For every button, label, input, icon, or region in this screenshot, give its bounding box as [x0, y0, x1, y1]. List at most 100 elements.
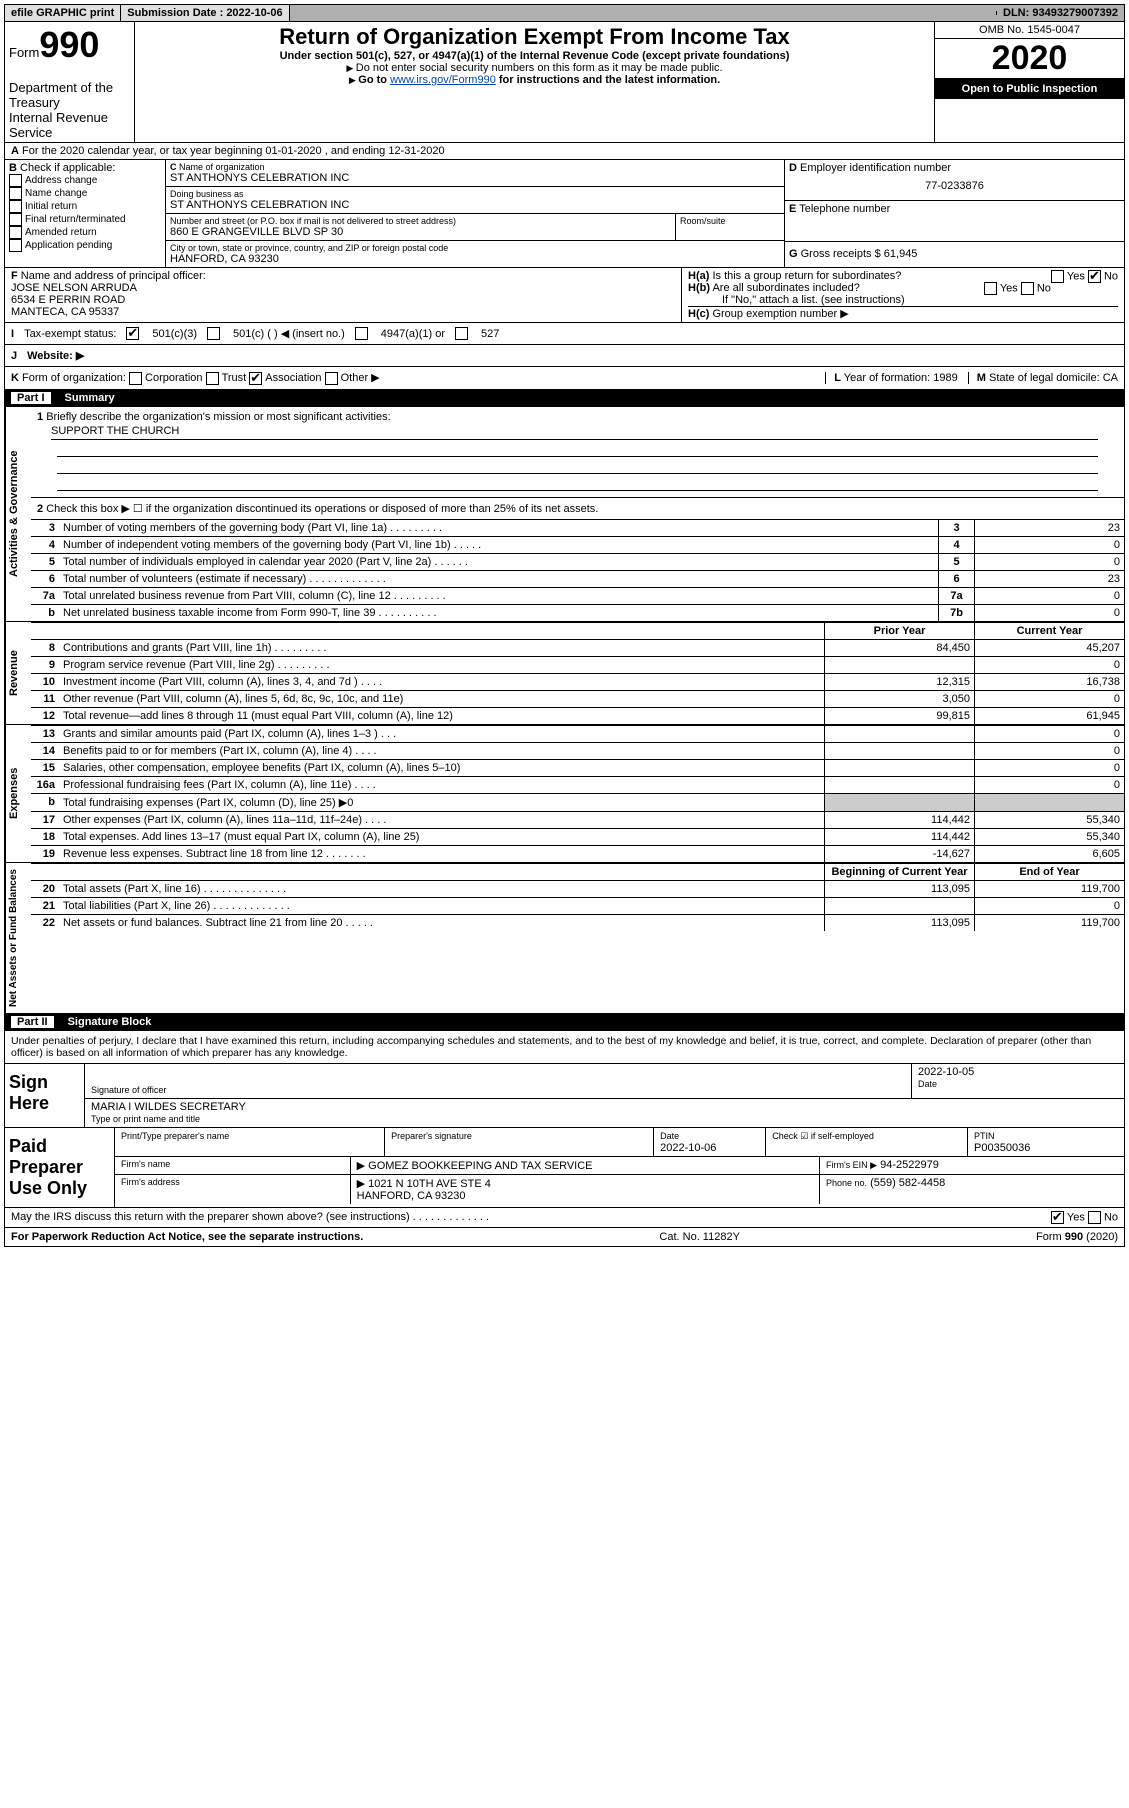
topbar: efile GRAPHIC print Submission Date : 20…	[4, 4, 1125, 22]
part2-num: Part II	[11, 1016, 54, 1028]
prep-selfemp-label: Check ☑ if self-employed	[772, 1131, 874, 1141]
line-num: 5	[31, 554, 59, 570]
discuss-q: May the IRS discuss this return with the…	[11, 1211, 1051, 1224]
line-num: 17	[31, 812, 59, 828]
mission-line3	[57, 459, 1098, 474]
chk-address-change[interactable]: Address change	[9, 174, 161, 187]
line-num: 9	[31, 657, 59, 673]
sig-date-label: Date	[918, 1079, 937, 1089]
current-value: 45,207	[974, 640, 1124, 656]
mission-line2	[57, 442, 1098, 457]
chk-association[interactable]	[249, 372, 262, 385]
line-box: 7b	[938, 605, 974, 621]
mission-text: SUPPORT THE CHURCH	[51, 425, 1098, 440]
sign-here-label: Sign Here	[5, 1064, 85, 1127]
line-text: Investment income (Part VIII, column (A)…	[59, 674, 824, 690]
submission-date-button[interactable]: Submission Date : 2022-10-06	[121, 5, 289, 21]
efile-print-button[interactable]: efile GRAPHIC print	[5, 5, 121, 21]
prior-value: 12,315	[824, 674, 974, 690]
form-note2: Go to www.irs.gov/Form990 for instructio…	[139, 74, 930, 86]
q1: Briefly describe the organization's miss…	[46, 411, 390, 423]
chk-final-return[interactable]: Final return/terminated	[9, 213, 161, 226]
line-text: Total liabilities (Part X, line 26) . . …	[59, 898, 824, 914]
j-label: Website: ▶	[27, 350, 84, 362]
current-value: 119,700	[974, 881, 1124, 897]
firm-name-label: Firm's name	[115, 1157, 350, 1174]
line-box: 4	[938, 537, 974, 553]
line-num: 18	[31, 829, 59, 845]
k-label: Form of organization:	[22, 372, 126, 384]
current-value: 0	[974, 657, 1124, 673]
line-num: 11	[31, 691, 59, 707]
ha-no[interactable]	[1088, 270, 1101, 283]
chk-trust[interactable]	[206, 372, 219, 385]
prior-value	[824, 760, 974, 776]
officer-street: 6534 E PERRIN ROAD	[11, 294, 125, 306]
prior-value: 114,442	[824, 812, 974, 828]
c-name-label: Name of organization	[179, 162, 265, 172]
chk-application-pending[interactable]: Application pending	[9, 239, 161, 252]
ptin-value: P00350036	[974, 1142, 1030, 1154]
current-value: 55,340	[974, 829, 1124, 845]
summary-line: 11 Other revenue (Part VIII, column (A),…	[31, 690, 1124, 707]
chk-501c3[interactable]	[126, 327, 139, 340]
line-text: Other revenue (Part VIII, column (A), li…	[59, 691, 824, 707]
g-label: Gross receipts $	[801, 248, 881, 260]
footer-right: Form 990 (2020)	[1036, 1231, 1118, 1243]
summary-line: 22 Net assets or fund balances. Subtract…	[31, 914, 1124, 931]
chk-501c[interactable]	[207, 327, 220, 340]
form-id-cell: Form990 Department of the Treasury Inter…	[5, 22, 135, 142]
chk-corporation[interactable]	[129, 372, 142, 385]
chk-amended[interactable]: Amended return	[9, 226, 161, 239]
form990-link[interactable]: www.irs.gov/Form990	[390, 74, 496, 86]
line-num: b	[31, 605, 59, 621]
phone-value: (559) 582-4458	[870, 1177, 945, 1189]
room-label: Room/suite	[680, 216, 780, 226]
firm-ein-label: Firm's EIN ▶	[826, 1160, 877, 1170]
page-footer: For Paperwork Reduction Act Notice, see …	[4, 1228, 1125, 1247]
hb-no[interactable]	[1021, 282, 1034, 295]
open-public-label: Open to Public Inspection	[935, 79, 1124, 99]
ha-yes[interactable]	[1051, 270, 1064, 283]
prior-value: 114,442	[824, 829, 974, 845]
form-note1: Do not enter social security numbers on …	[139, 62, 930, 74]
hb-yes[interactable]	[984, 282, 997, 295]
chk-initial-return[interactable]: Initial return	[9, 200, 161, 213]
line-num: 7a	[31, 588, 59, 604]
line-text: Total number of volunteers (estimate if …	[59, 571, 938, 587]
summary-line: 17 Other expenses (Part IX, column (A), …	[31, 811, 1124, 828]
discuss-no[interactable]	[1088, 1211, 1101, 1224]
paid-preparer-label: Paid Preparer Use Only	[5, 1128, 115, 1207]
chk-other[interactable]	[325, 372, 338, 385]
vlabel-netassets: Net Assets or Fund Balances	[5, 863, 31, 1013]
prep-date-label: Date	[660, 1131, 679, 1141]
line-text: Contributions and grants (Part VIII, lin…	[59, 640, 824, 656]
line-text: Other expenses (Part IX, column (A), lin…	[59, 812, 824, 828]
section-j: J Website: ▶	[4, 345, 1125, 367]
chk-527[interactable]	[455, 327, 468, 340]
line-text: Total number of individuals employed in …	[59, 554, 938, 570]
line-box: 6	[938, 571, 974, 587]
section-i: I Tax-exempt status: 501(c)(3) 501(c) ( …	[4, 323, 1125, 345]
footer-left: For Paperwork Reduction Act Notice, see …	[11, 1231, 363, 1243]
summary-table: Activities & Governance 1 Briefly descri…	[4, 407, 1125, 622]
current-value: 55,340	[974, 812, 1124, 828]
chk-4947[interactable]	[355, 327, 368, 340]
current-value: 61,945	[974, 708, 1124, 724]
line-value: 0	[974, 588, 1124, 604]
line-num: 22	[31, 915, 59, 931]
summary-line: 20 Total assets (Part X, line 16) . . . …	[31, 880, 1124, 897]
section-klm: K Form of organization: Corporation Trus…	[4, 367, 1125, 390]
summary-line: 4 Number of independent voting members o…	[31, 536, 1124, 553]
discuss-yes[interactable]	[1051, 1211, 1064, 1224]
vlabel-governance: Activities & Governance	[5, 407, 31, 621]
part2-title: Signature Block	[68, 1016, 152, 1028]
summary-line: 19 Revenue less expenses. Subtract line …	[31, 845, 1124, 862]
ein-value: 77-0233876	[789, 174, 1120, 198]
declaration-text: Under penalties of perjury, I declare th…	[4, 1031, 1125, 1064]
ha-label: Is this a group return for subordinates?	[712, 270, 901, 282]
chk-name-change[interactable]: Name change	[9, 187, 161, 200]
line-num: 16a	[31, 777, 59, 793]
line-num: 14	[31, 743, 59, 759]
line-num: 19	[31, 846, 59, 862]
